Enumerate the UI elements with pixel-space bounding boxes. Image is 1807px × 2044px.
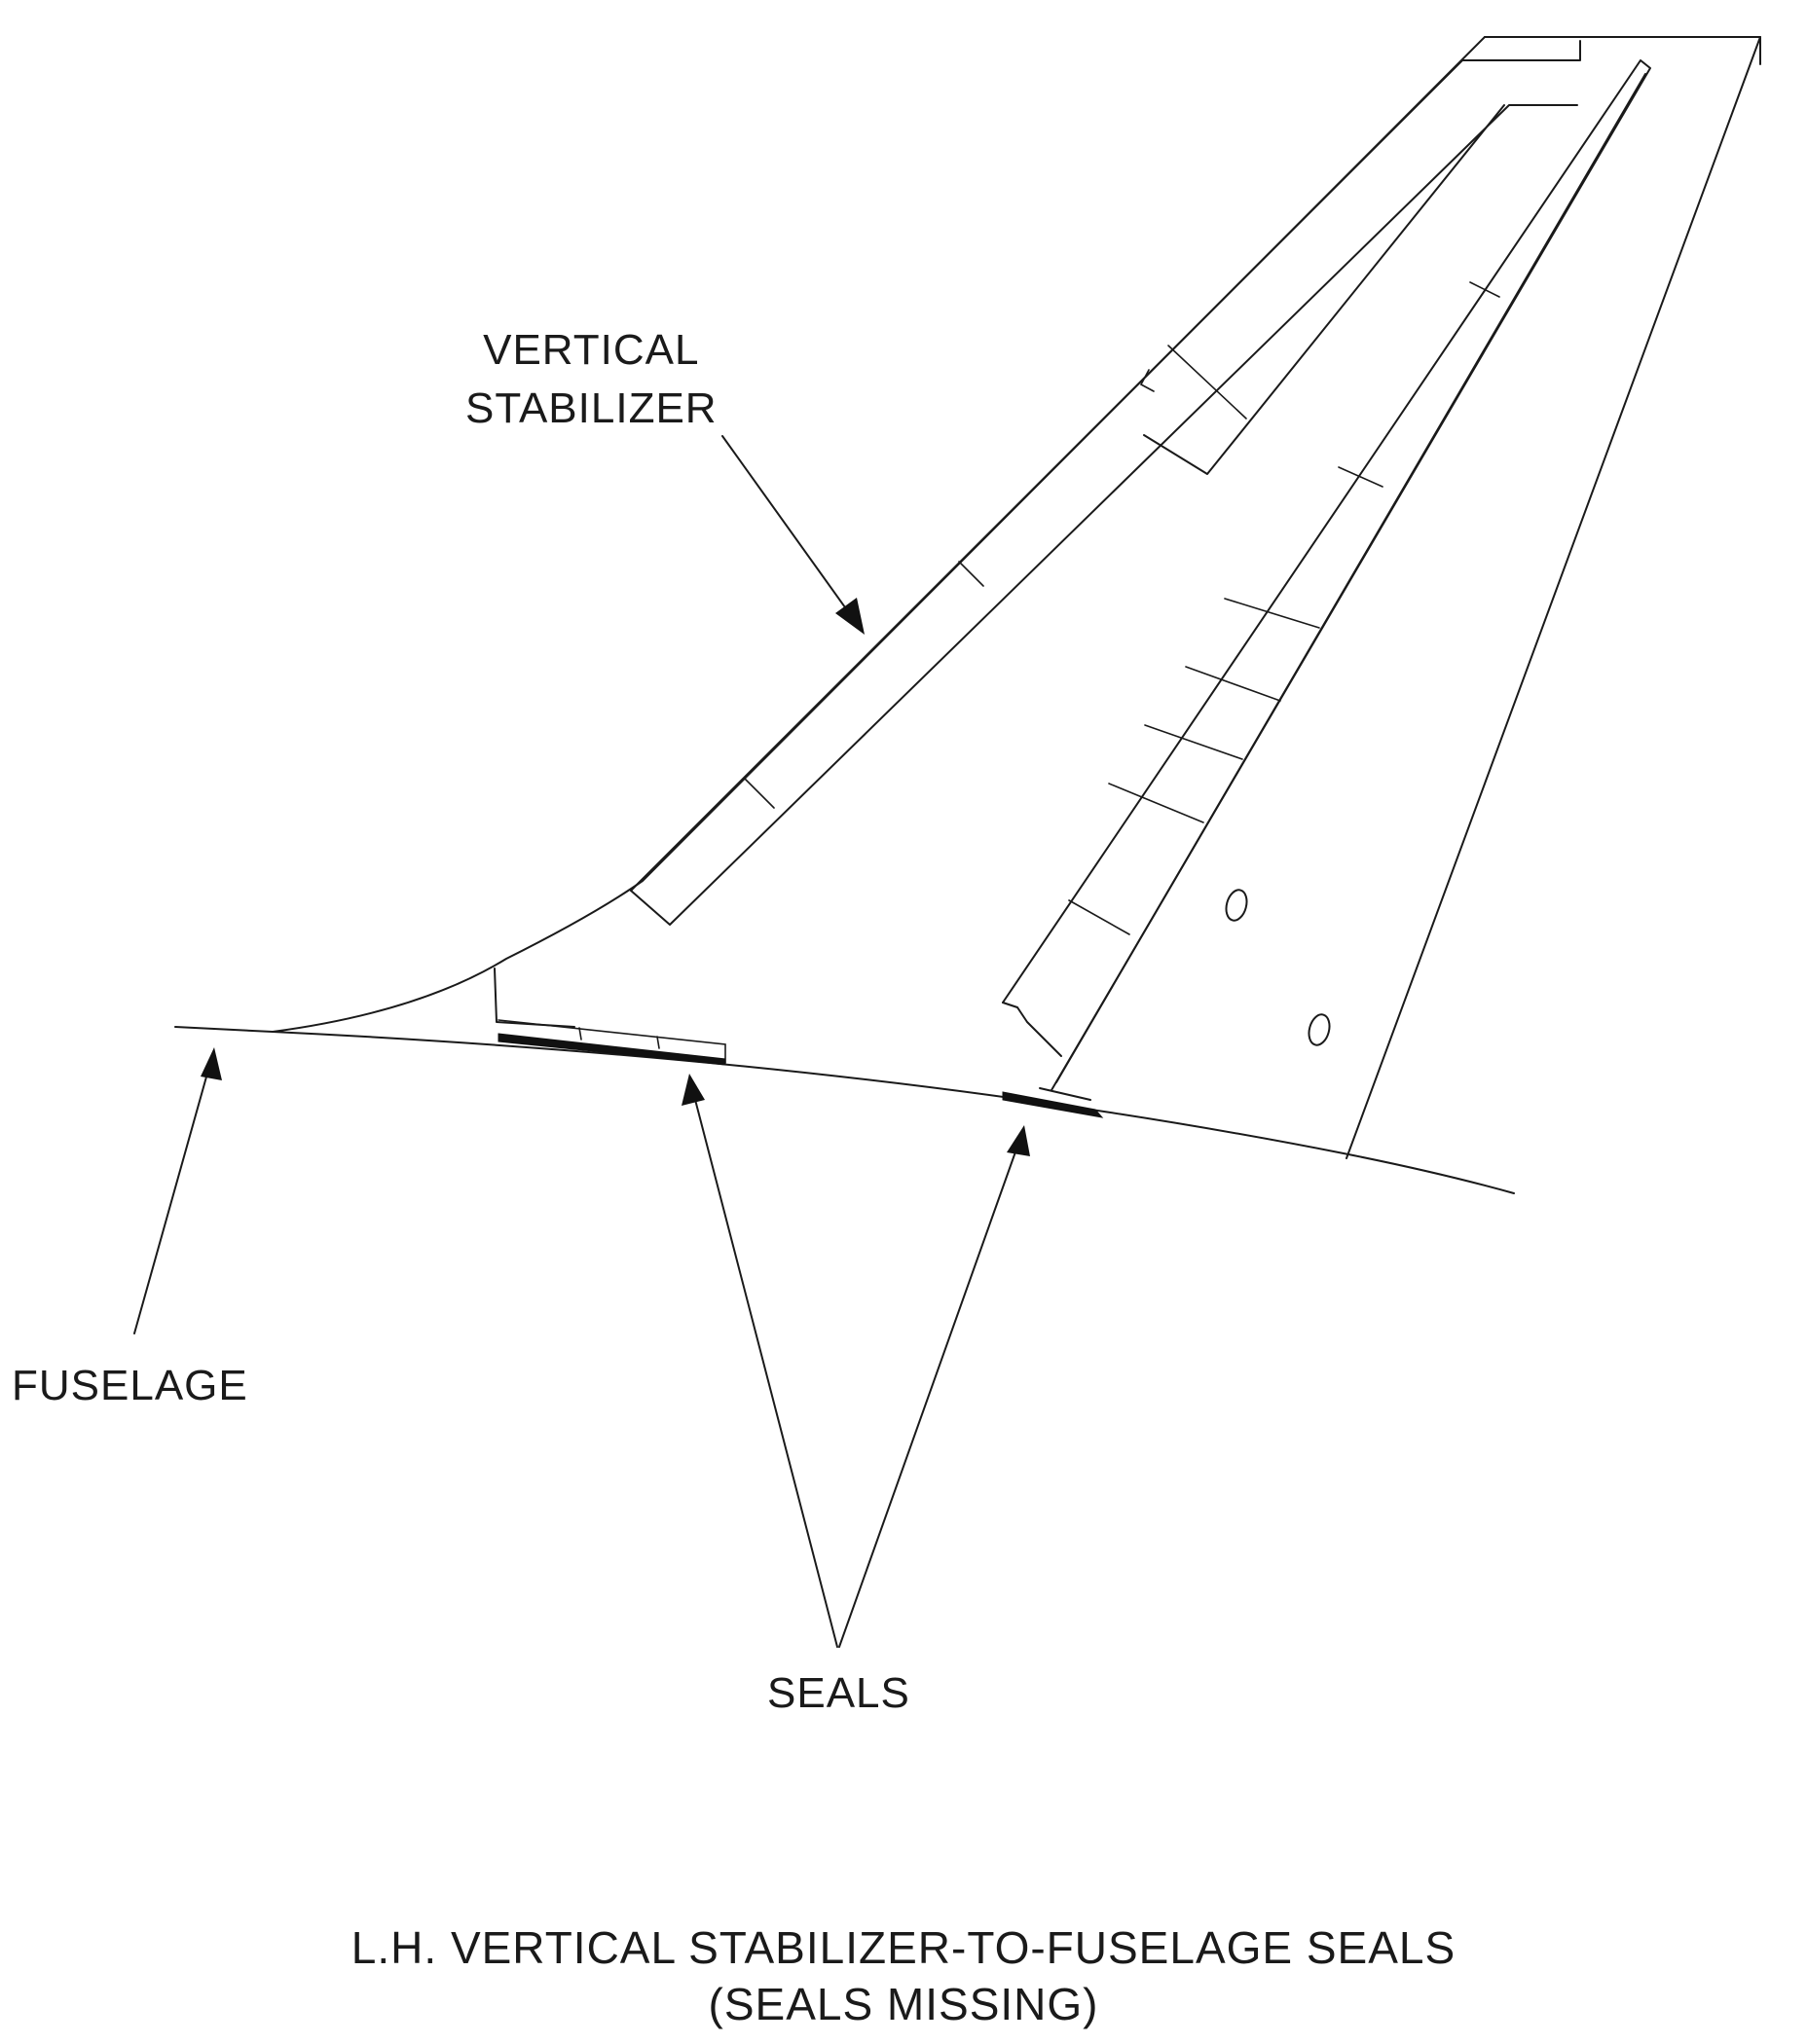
seals-label: SEALS (767, 1669, 910, 1717)
vertical-stabilizer-label-line2: STABILIZER (465, 384, 718, 432)
forward-seal (498, 1033, 726, 1066)
rudder-rib (1068, 899, 1130, 935)
leading-edge-panel-line (630, 40, 1581, 892)
aft-seal-leader (838, 1143, 1019, 1648)
rudder-rib (1144, 724, 1243, 760)
aft-seal (1002, 1091, 1104, 1118)
rudder-rib (1224, 598, 1320, 629)
fuselage-label: FUSELAGE (12, 1362, 248, 1409)
forward-seal-leader (692, 1091, 838, 1648)
forward-seal-retainer (498, 1019, 726, 1064)
upper-access-panel-tab (1139, 369, 1155, 392)
figure-caption-line1: L.H. VERTICAL STABILIZER-TO-FUSELAGE SEA… (350, 1922, 1457, 1973)
rudder-hinge-line-front (1002, 59, 1651, 1091)
rudder-rib (1338, 466, 1383, 488)
vertical-stabilizer-leader (721, 435, 856, 622)
fuselage-contour-line (174, 1026, 1515, 1194)
leading-edge-panel-root (630, 104, 1578, 926)
upper-access-panel (1143, 104, 1505, 475)
rudder-hinge-line-rear (1055, 73, 1646, 1083)
vertical-stabilizer-label-line1: VERTICAL (483, 326, 700, 374)
forward-seal-divider (578, 1027, 582, 1040)
rudder-panel-outer (1002, 1002, 1062, 1057)
fuselage-leader (133, 1062, 211, 1334)
inspection-hole (1308, 1013, 1331, 1046)
aft-seal-arrowhead (1007, 1125, 1030, 1156)
vertical-stabilizer-arrowhead (835, 598, 865, 635)
leading-edge-panel-joint (744, 778, 775, 809)
rudder-rib (1108, 783, 1204, 823)
stabilizer-trailing-edge (1346, 36, 1761, 1159)
inspection-hole (1225, 889, 1248, 922)
rudder-rib (1185, 666, 1281, 702)
figure-caption: L.H. VERTICAL STABILIZER-TO-FUSELAGE SEA… (0, 1919, 1807, 2032)
dorsal-fin-root-joint (494, 967, 575, 1028)
rudder-rib (1469, 281, 1500, 298)
rudder-root-fairing (1039, 1087, 1091, 1101)
leading-edge-panel-joint (958, 561, 984, 587)
figure-caption-line2: (SEALS MISSING) (708, 1979, 1099, 2029)
vertical-stabilizer-label: VERTICAL STABILIZER (465, 321, 718, 438)
forward-seal-arrowhead (682, 1074, 705, 1106)
forward-seal-divider (656, 1036, 660, 1049)
leading-edge-panel-joint (1167, 345, 1247, 420)
fuselage-arrowhead (201, 1047, 222, 1080)
stabilizer-leading-edge (272, 36, 1486, 1033)
